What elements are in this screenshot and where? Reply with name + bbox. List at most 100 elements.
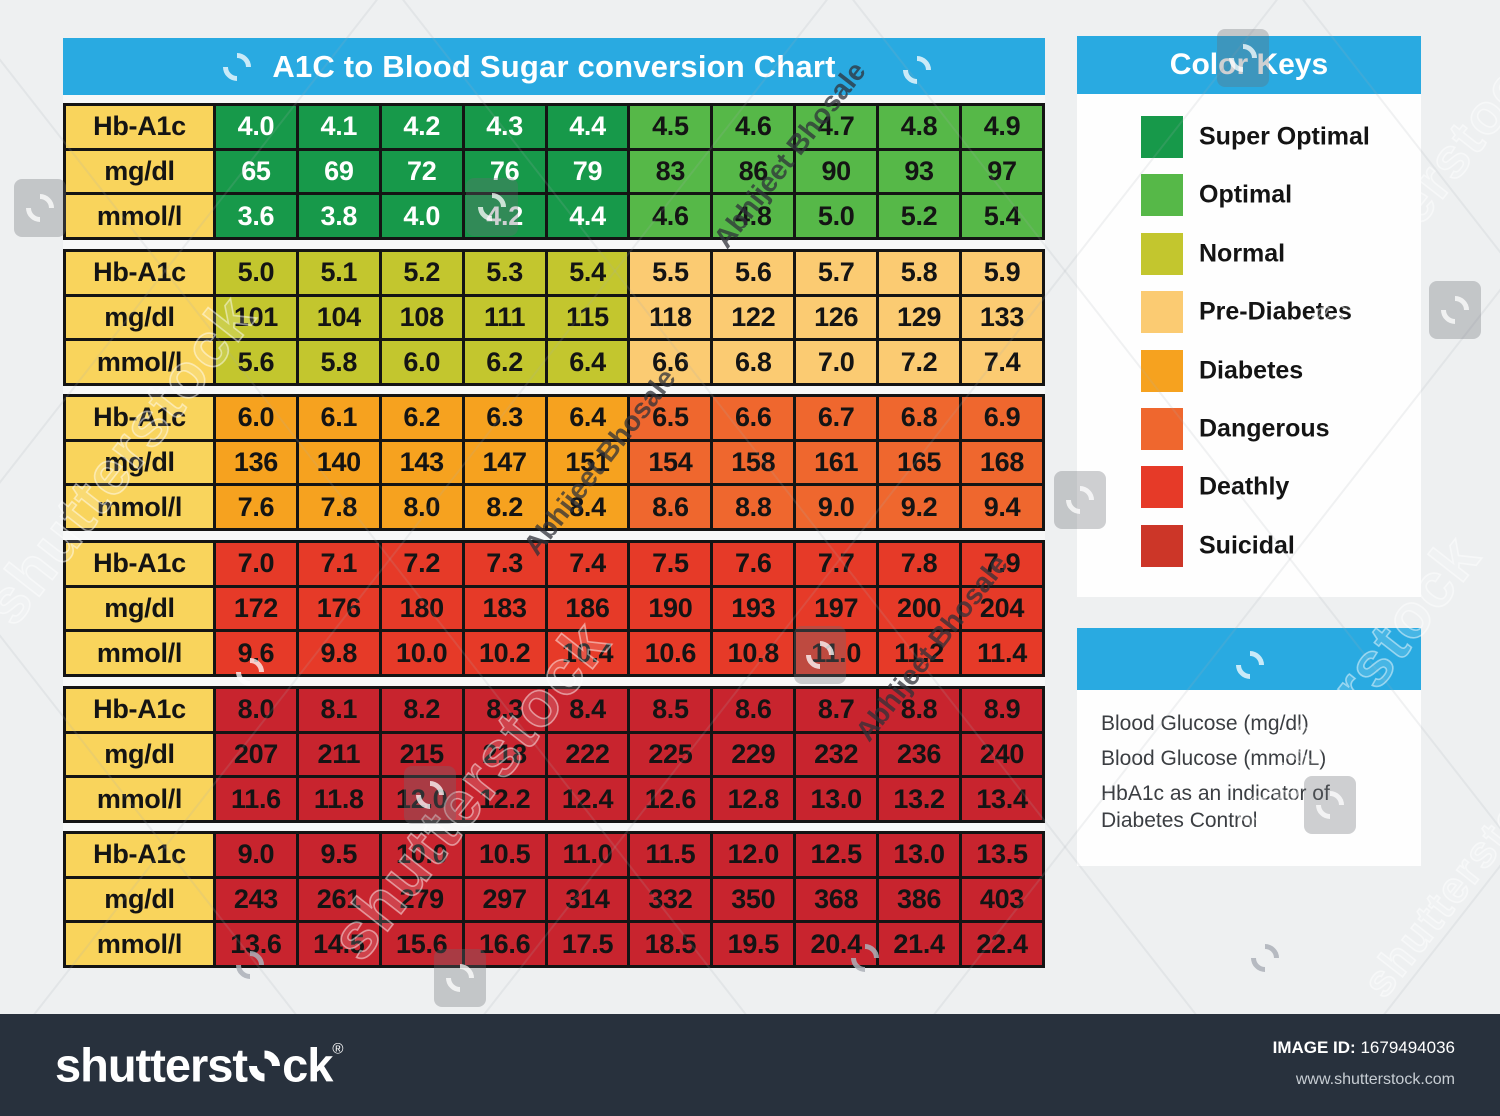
refresh-arcs-icon: [20, 188, 60, 228]
value-cell: 225: [627, 730, 714, 779]
value-cell: 8.5: [627, 686, 714, 734]
value-cell: 180: [378, 584, 465, 633]
value-cell: 5.6: [710, 249, 797, 297]
value-cell: 8.6: [627, 483, 714, 531]
value-cell: 222: [544, 730, 631, 779]
value-cell: 8.8: [876, 686, 963, 734]
row-label-cell: mg/dl: [63, 875, 216, 924]
logo-text-right: ck: [282, 1038, 333, 1092]
value-cell: 6.0: [378, 338, 465, 386]
value-cell: 9.6: [213, 629, 299, 677]
value-cell: 183: [461, 584, 548, 633]
value-cell: 11.4: [959, 629, 1045, 677]
value-cell: 11.6: [213, 775, 299, 823]
row-label-cell: Hb-A1c: [63, 103, 216, 151]
value-cell: 7.8: [295, 483, 382, 531]
row-label-cell: mmol/l: [63, 629, 216, 677]
value-cell: 11.0: [544, 831, 631, 879]
value-cell: 10.0: [378, 629, 465, 677]
conversion-block-4: Hb-A1c 7.0 7.1 7.2 7.3 7.4 7.5 7.6 7.7 7.8 7.9 mg/d…: [63, 540, 1045, 677]
value-cell: 12.8: [710, 775, 797, 823]
row-label-cell: Hb-A1c: [63, 831, 216, 879]
value-cell: 8.4: [544, 686, 631, 734]
value-cell: 4.4: [544, 103, 631, 151]
value-cell: 4.9: [959, 103, 1045, 151]
legend-swatch: [1141, 233, 1183, 275]
value-cell: 13.0: [876, 831, 963, 879]
value-cell: 6.8: [710, 338, 797, 386]
value-cell: 12.0: [378, 775, 465, 823]
value-cell: 6.4: [544, 338, 631, 386]
value-cell: 5.2: [378, 249, 465, 297]
value-cell: 4.8: [876, 103, 963, 151]
value-cell: 6.4: [544, 394, 631, 442]
shutterstock-mark-icon: [1429, 281, 1481, 339]
value-cell: 5.0: [213, 249, 299, 297]
value-cell: 16.6: [461, 920, 548, 968]
table-row: mmol/l 9.6 9.8 10.0 10.2 10.4 10.6 10.8 11.0 11.2…: [63, 629, 1045, 677]
value-cell: 13.0: [793, 775, 880, 823]
value-cell: 10.6: [627, 629, 714, 677]
value-cell: 7.8: [876, 540, 963, 588]
value-cell: 186: [544, 584, 631, 633]
legend-swatch: [1141, 116, 1183, 158]
row-label-cell: mmol/l: [63, 920, 216, 968]
value-cell: 10.8: [710, 629, 797, 677]
value-cell: 386: [876, 875, 963, 924]
legend-label: Super Optimal: [1199, 122, 1370, 151]
value-cell: 90: [793, 147, 880, 196]
value-cell: 8.7: [793, 686, 880, 734]
value-cell: 136: [213, 438, 299, 487]
value-cell: 3.8: [295, 192, 382, 240]
row-label-cell: Hb-A1c: [63, 249, 216, 297]
value-cell: 12.6: [627, 775, 714, 823]
value-cell: 79: [544, 147, 631, 196]
value-cell: 8.2: [461, 483, 548, 531]
refresh-arcs-icon: [1435, 290, 1475, 330]
value-cell: 204: [959, 584, 1045, 633]
value-cell: 7.3: [461, 540, 548, 588]
info-panel-body: Blood Glucose (mg/dl) Blood Glucose (mmol…: [1077, 690, 1421, 866]
value-cell: 69: [295, 147, 382, 196]
value-cell: 13.4: [959, 775, 1045, 823]
conversion-block-5: Hb-A1c 8.0 8.1 8.2 8.3 8.4 8.5 8.6 8.7 8.8 8.9 mg/d…: [63, 686, 1045, 823]
value-cell: 7.6: [710, 540, 797, 588]
value-cell: 6.8: [876, 394, 963, 442]
value-cell: 10.2: [461, 629, 548, 677]
legend-label: Diabetes: [1199, 356, 1304, 385]
website-url: www.shutterstock.com: [1295, 1071, 1455, 1088]
value-cell: 5.4: [959, 192, 1045, 240]
value-cell: 229: [710, 730, 797, 779]
value-cell: 8.0: [213, 686, 299, 734]
value-cell: 4.8: [710, 192, 797, 240]
value-cell: 261: [295, 875, 382, 924]
value-cell: 4.4: [544, 192, 631, 240]
value-cell: 5.1: [295, 249, 382, 297]
value-cell: 6.7: [793, 394, 880, 442]
value-cell: 243: [213, 875, 299, 924]
value-cell: 76: [461, 147, 548, 196]
value-cell: 403: [959, 875, 1045, 924]
value-cell: 122: [710, 293, 797, 342]
value-cell: 18.5: [627, 920, 714, 968]
page-title: A1C to Blood Sugar conversion Chart: [272, 48, 836, 84]
table-row: mg/dl 101 104 108 111 115 118 122 126 129 133: [63, 293, 1045, 342]
value-cell: 151: [544, 438, 631, 487]
row-label-cell: mg/dl: [63, 730, 216, 779]
row-label-cell: mmol/l: [63, 483, 216, 531]
table-row: mmol/l 7.6 7.8 8.0 8.2 8.4 8.6 8.8 9.0 9.2 9.4: [63, 483, 1045, 531]
value-cell: 129: [876, 293, 963, 342]
table-row: Hb-A1c 4.0 4.1 4.2 4.3 4.4 4.5 4.6 4.7 4.8 4.9: [63, 103, 1045, 151]
value-cell: 4.6: [627, 192, 714, 240]
value-cell: 236: [876, 730, 963, 779]
value-cell: 6.2: [378, 394, 465, 442]
value-cell: 72: [378, 147, 465, 196]
value-cell: 7.9: [959, 540, 1045, 588]
legend-swatch: [1141, 525, 1183, 567]
value-cell: 350: [710, 875, 797, 924]
value-cell: 10.4: [544, 629, 631, 677]
value-cell: 161: [793, 438, 880, 487]
legend-item: Optimal: [1077, 174, 1421, 216]
value-cell: 7.4: [959, 338, 1045, 386]
value-cell: 7.5: [627, 540, 714, 588]
